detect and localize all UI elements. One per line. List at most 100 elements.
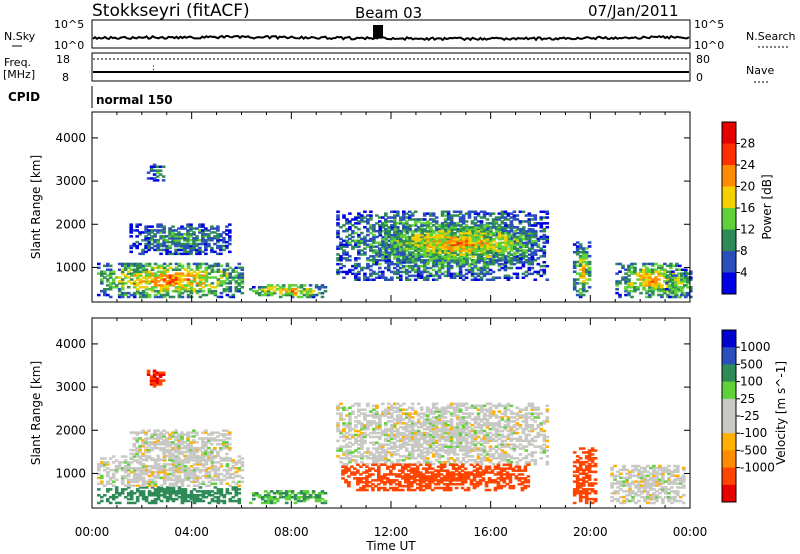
heatmap-cell	[396, 268, 400, 272]
heatmap-cell	[144, 231, 148, 234]
heatmap-cell	[444, 245, 448, 249]
heatmap-cell	[150, 242, 154, 246]
heatmap-cell	[419, 274, 424, 278]
heatmap-cell	[204, 278, 209, 281]
heatmap-cell	[108, 482, 113, 485]
heatmap-cell	[479, 222, 484, 225]
heatmap-cell	[668, 286, 672, 289]
heatmap-cell	[384, 235, 389, 239]
heatmap-cell	[435, 243, 439, 247]
heatmap-cell	[663, 291, 667, 295]
heatmap-cell	[186, 239, 190, 242]
heatmap-cell	[354, 459, 358, 462]
heatmap-cell	[645, 289, 649, 293]
heatmap-cell	[581, 247, 586, 250]
heatmap-cell	[228, 443, 232, 446]
heatmap-cell	[485, 251, 490, 254]
heatmap-cell	[345, 408, 349, 411]
heatmap-cell	[180, 237, 184, 240]
heatmap-cell	[429, 234, 433, 237]
heatmap-cell	[165, 441, 169, 444]
heatmap-cell	[189, 494, 194, 497]
heatmap-cell	[186, 266, 191, 270]
heatmap-cell	[509, 220, 514, 223]
heatmap-cell	[372, 249, 376, 252]
heatmap-cell	[144, 468, 149, 472]
heatmap-cell	[363, 272, 367, 276]
heatmap-cell	[413, 222, 418, 225]
heatmap-cell	[458, 212, 463, 215]
heatmap-cell	[405, 232, 410, 235]
heatmap-cell	[117, 461, 122, 464]
heatmap-cell	[375, 262, 379, 266]
heatmap-cell	[204, 431, 208, 434]
heatmap-cell	[269, 288, 274, 291]
heatmap-cell	[461, 257, 466, 260]
heatmap-cell	[162, 278, 167, 281]
heatmap-cell	[165, 463, 170, 466]
heatmap-cell	[141, 465, 146, 468]
heatmap-cell	[500, 214, 505, 217]
heatmap-cell	[114, 495, 119, 499]
heatmap-cell	[174, 450, 178, 454]
heatmap-cell	[144, 450, 148, 454]
heatmap-cell	[477, 230, 481, 233]
heatmap-cell	[467, 210, 472, 213]
heatmap-cell	[165, 239, 169, 242]
heatmap-cell	[159, 242, 163, 246]
heatmap-cell	[500, 255, 505, 258]
heatmap-cell	[177, 492, 182, 495]
heatmap-cell	[138, 455, 143, 458]
heatmap-cell	[222, 240, 226, 244]
heatmap-cell	[407, 437, 412, 441]
heatmap-cell	[575, 293, 580, 297]
heatmap-cell	[222, 231, 226, 234]
heatmap-cell	[147, 244, 151, 248]
heatmap-cell	[482, 268, 487, 272]
heatmap-cell	[225, 293, 230, 297]
heatmap-cell	[189, 450, 193, 454]
heatmap-cell	[405, 224, 409, 227]
heatmap-cell	[488, 222, 493, 225]
heatmap-cell	[183, 488, 188, 491]
heatmap-cell	[126, 286, 131, 289]
heatmap-cell	[384, 408, 388, 411]
heatmap-cell	[545, 210, 550, 213]
heatmap-cell	[651, 262, 655, 266]
heatmap-cell	[663, 272, 667, 275]
heatmap-cell	[103, 484, 107, 487]
heatmap-cell	[147, 233, 151, 236]
heatmap-cell	[263, 286, 268, 289]
heatmap-cell	[405, 426, 409, 429]
heatmap-cell	[405, 253, 410, 256]
heatmap-cell	[272, 286, 277, 289]
heatmap-cell	[485, 226, 490, 229]
heatmap-cell	[272, 289, 277, 293]
heatmap-cell	[413, 210, 418, 213]
heatmap-cell	[263, 499, 268, 503]
heatmap-cell	[263, 495, 268, 499]
heatmap-cell	[464, 226, 469, 229]
heatmap-cell	[486, 255, 490, 258]
heatmap-cell	[506, 276, 511, 279]
heatmap-cell	[545, 239, 550, 243]
heatmap-cell	[348, 212, 352, 215]
heatmap-cell	[156, 264, 161, 268]
heatmap-cell	[198, 280, 203, 283]
heatmap-cell	[225, 225, 229, 228]
heatmap-cell	[476, 212, 481, 215]
heatmap-cell	[174, 484, 179, 487]
heatmap-cell	[375, 241, 379, 244]
heatmap-cell	[422, 212, 427, 215]
heatmap-cell	[210, 443, 214, 446]
heatmap-cell	[345, 239, 349, 243]
heatmap-cell	[237, 497, 242, 501]
heatmap-cell	[357, 278, 361, 281]
heatmap-cell	[384, 427, 388, 431]
heatmap-cell	[260, 497, 265, 501]
heatmap-cell	[216, 454, 220, 458]
heatmap-cell	[536, 243, 541, 246]
heatmap-cell	[339, 259, 343, 262]
heatmap-cell	[305, 289, 310, 293]
heatmap-cell	[360, 457, 364, 460]
